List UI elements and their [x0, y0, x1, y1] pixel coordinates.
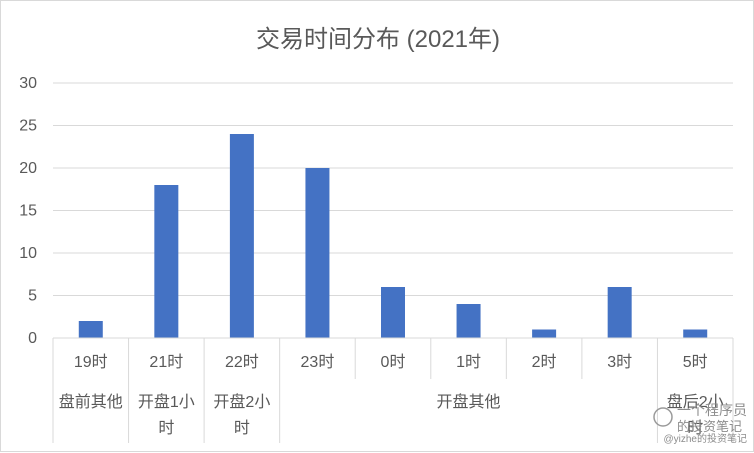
group-label: 开盘其他	[437, 392, 501, 411]
watermark-handle: @yizhe的投资笔记	[664, 432, 748, 445]
wechat-icon	[653, 407, 673, 427]
group-label: 时	[687, 419, 703, 437]
group-label: 盘前其他	[59, 392, 123, 411]
y-tick-label: 30	[19, 75, 37, 92]
x-tick-label: 19时	[74, 353, 108, 371]
x-tick-label: 5时	[683, 353, 708, 371]
y-tick-label: 10	[19, 245, 37, 262]
x-tick-label: 22时	[225, 353, 259, 371]
bar	[607, 287, 632, 338]
x-tick-label: 2时	[532, 353, 557, 371]
x-tick-label: 23时	[301, 353, 335, 371]
group-label: 时	[158, 419, 174, 437]
group-label: 开盘2小	[213, 392, 270, 411]
bar	[532, 329, 557, 338]
x-tick-label: 21时	[149, 353, 183, 371]
x-tick-label: 1时	[456, 353, 481, 371]
watermark-line1: 一个程序员	[677, 402, 747, 418]
bar	[683, 329, 708, 338]
y-tick-label: 15	[19, 203, 37, 220]
bar	[305, 168, 330, 338]
x-tick-label: 0时	[381, 353, 406, 371]
group-label: 开盘1小	[138, 392, 195, 411]
group-label: 时	[234, 419, 250, 437]
bar	[154, 185, 179, 338]
bar	[381, 287, 405, 338]
y-tick-label: 25	[19, 118, 37, 135]
bar	[456, 304, 481, 338]
y-tick-label: 0	[28, 330, 37, 347]
y-tick-label: 5	[28, 288, 37, 305]
y-tick-label: 20	[19, 160, 37, 177]
x-tick-label: 3时	[607, 353, 632, 371]
bar	[78, 321, 103, 338]
bar	[229, 134, 254, 338]
chart-title: 交易时间分布 (2021年)	[256, 26, 500, 53]
group-label: 盘后2小	[667, 392, 724, 411]
watermark-line2: 的投资笔记	[677, 419, 742, 434]
